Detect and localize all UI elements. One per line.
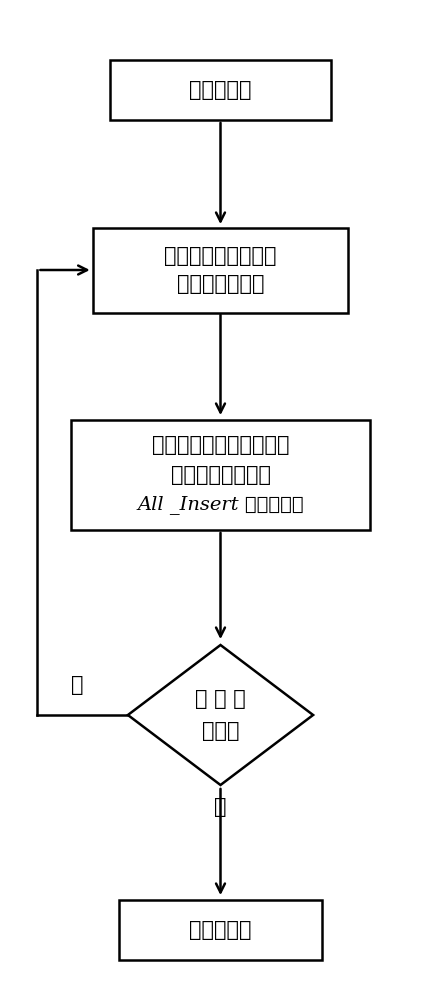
Bar <box>71 420 370 530</box>
Bar <box>110 60 331 120</box>
Text: 种群初始化: 种群初始化 <box>189 80 252 100</box>
Text: 种群更新：采用正余: 种群更新：采用正余 <box>164 246 277 266</box>
Text: All _Insert 的局部搜索: All _Insert 的局部搜索 <box>137 496 304 514</box>
Text: 最优的个体做基于: 最优的个体做基于 <box>171 465 270 485</box>
Text: 判 断 终: 判 断 终 <box>195 689 246 709</box>
Bar <box>119 900 322 960</box>
Text: 止条件: 止条件 <box>202 721 239 741</box>
Text: 局部搜索：对当前种群中: 局部搜索：对当前种群中 <box>152 435 289 455</box>
Text: 弦算法更新种群: 弦算法更新种群 <box>177 274 264 294</box>
Bar <box>93 228 348 312</box>
Text: 否: 否 <box>71 675 83 695</box>
Polygon shape <box>128 645 313 785</box>
Text: 输出最优解: 输出最优解 <box>189 920 252 940</box>
Text: 是: 是 <box>214 797 227 817</box>
